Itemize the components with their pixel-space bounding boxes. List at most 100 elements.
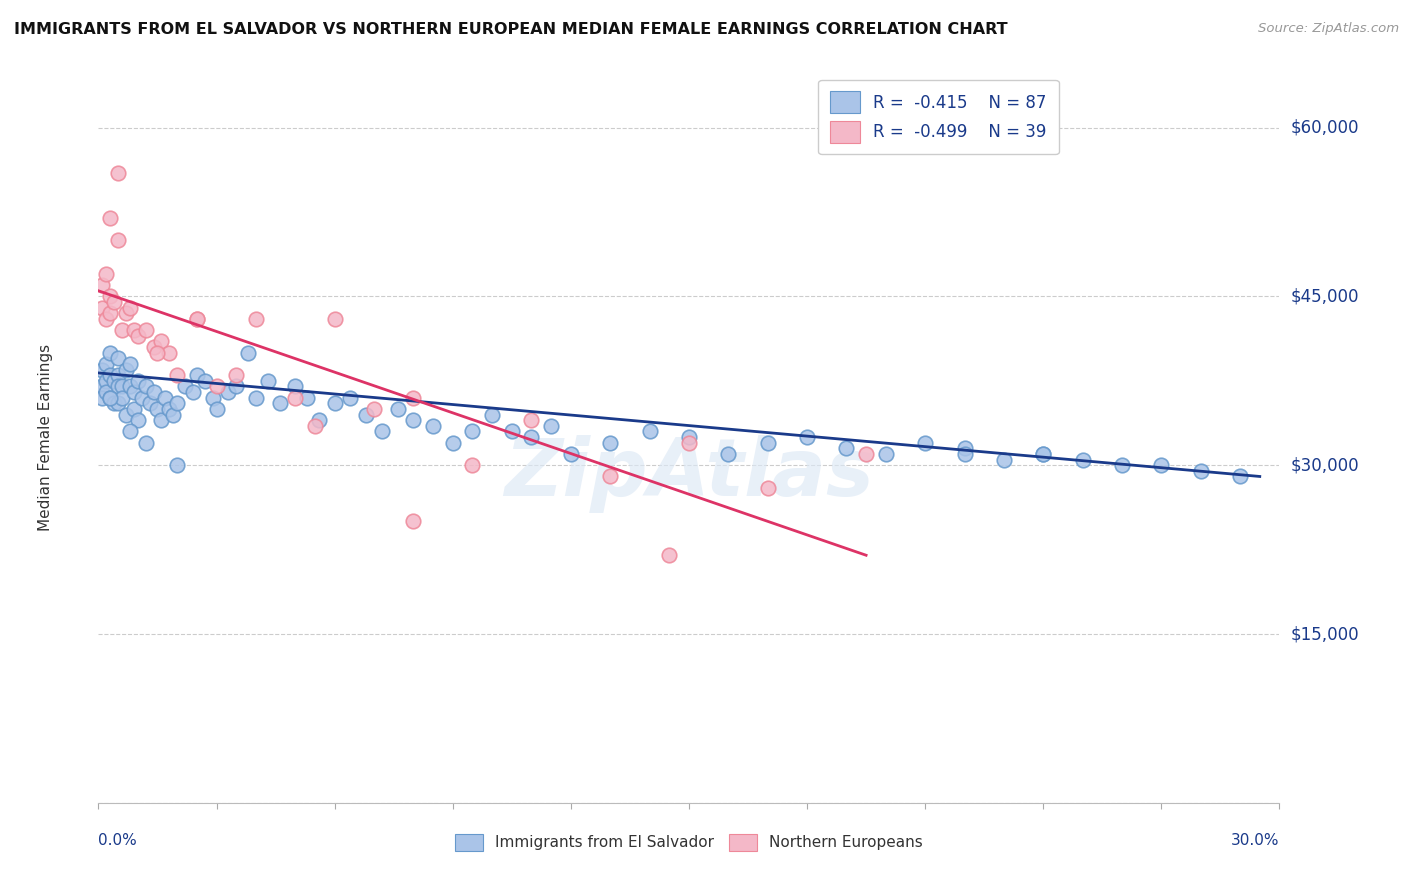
- Point: [339, 391, 361, 405]
- Point: [201, 391, 224, 405]
- Point: [1032, 447, 1054, 461]
- Point: [98, 391, 121, 405]
- Point: [245, 391, 267, 405]
- Point: [135, 323, 157, 337]
- Point: [98, 368, 121, 383]
- Point: [107, 351, 129, 366]
- Point: [186, 368, 208, 383]
- Point: [157, 401, 180, 416]
- Point: [205, 401, 228, 416]
- Point: [111, 379, 134, 393]
- Point: [914, 435, 936, 450]
- Point: [217, 385, 239, 400]
- Point: [142, 385, 165, 400]
- Point: [756, 435, 779, 450]
- Point: [146, 345, 169, 359]
- Point: [363, 401, 385, 416]
- Point: [875, 447, 897, 461]
- Text: IMMIGRANTS FROM EL SALVADOR VS NORTHERN EUROPEAN MEDIAN FEMALE EARNINGS CORRELAT: IMMIGRANTS FROM EL SALVADOR VS NORTHERN …: [14, 22, 1008, 37]
- Point: [150, 413, 173, 427]
- Point: [953, 447, 976, 461]
- Point: [796, 430, 818, 444]
- Point: [96, 357, 118, 371]
- Point: [186, 312, 208, 326]
- Point: [96, 312, 118, 326]
- Point: [402, 413, 425, 427]
- Point: [323, 312, 346, 326]
- Point: [678, 435, 700, 450]
- Point: [96, 374, 118, 388]
- Point: [1071, 452, 1094, 467]
- Text: 0.0%: 0.0%: [98, 833, 138, 848]
- Point: [135, 379, 157, 393]
- Point: [107, 166, 129, 180]
- Point: [295, 391, 318, 405]
- Point: [111, 323, 134, 337]
- Point: [142, 340, 165, 354]
- Point: [1032, 447, 1054, 461]
- Point: [186, 312, 208, 326]
- Point: [131, 391, 153, 405]
- Point: [717, 447, 740, 461]
- Point: [993, 452, 1015, 467]
- Point: [166, 396, 188, 410]
- Point: [146, 401, 169, 416]
- Point: [284, 379, 307, 393]
- Point: [520, 413, 543, 427]
- Point: [402, 391, 425, 405]
- Point: [103, 374, 125, 388]
- Point: [127, 413, 149, 427]
- Point: [122, 385, 145, 400]
- Point: [501, 425, 523, 439]
- Point: [103, 295, 125, 310]
- Point: [118, 301, 141, 315]
- Point: [98, 345, 121, 359]
- Point: [157, 345, 180, 359]
- Point: [402, 515, 425, 529]
- Point: [284, 391, 307, 405]
- Point: [127, 374, 149, 388]
- Point: [756, 481, 779, 495]
- Point: [658, 548, 681, 562]
- Text: ZipAtlas: ZipAtlas: [503, 434, 875, 513]
- Point: [107, 368, 129, 383]
- Point: [1111, 458, 1133, 473]
- Point: [107, 396, 129, 410]
- Point: [103, 396, 125, 410]
- Point: [236, 345, 259, 359]
- Point: [225, 368, 247, 383]
- Point: [461, 458, 484, 473]
- Point: [269, 396, 291, 410]
- Point: [441, 435, 464, 450]
- Text: Median Female Earnings: Median Female Earnings: [38, 343, 53, 531]
- Point: [127, 328, 149, 343]
- Point: [122, 401, 145, 416]
- Point: [111, 391, 134, 405]
- Legend: Immigrants from El Salvador, Northern Europeans: Immigrants from El Salvador, Northern Eu…: [449, 828, 929, 857]
- Point: [166, 368, 188, 383]
- Point: [115, 362, 138, 376]
- Point: [118, 425, 141, 439]
- Point: [599, 469, 621, 483]
- Point: [481, 408, 503, 422]
- Point: [162, 408, 184, 422]
- Point: [422, 418, 444, 433]
- Point: [205, 379, 228, 393]
- Point: [371, 425, 394, 439]
- Point: [98, 391, 121, 405]
- Point: [308, 413, 330, 427]
- Point: [1189, 464, 1212, 478]
- Point: [304, 418, 326, 433]
- Point: [138, 396, 160, 410]
- Point: [155, 391, 177, 405]
- Point: [181, 385, 204, 400]
- Point: [1150, 458, 1173, 473]
- Point: [118, 379, 141, 393]
- Point: [256, 374, 278, 388]
- Point: [245, 312, 267, 326]
- Point: [107, 233, 129, 247]
- Text: $60,000: $60,000: [1291, 119, 1360, 136]
- Point: [115, 408, 138, 422]
- Point: [194, 374, 217, 388]
- Point: [387, 401, 409, 416]
